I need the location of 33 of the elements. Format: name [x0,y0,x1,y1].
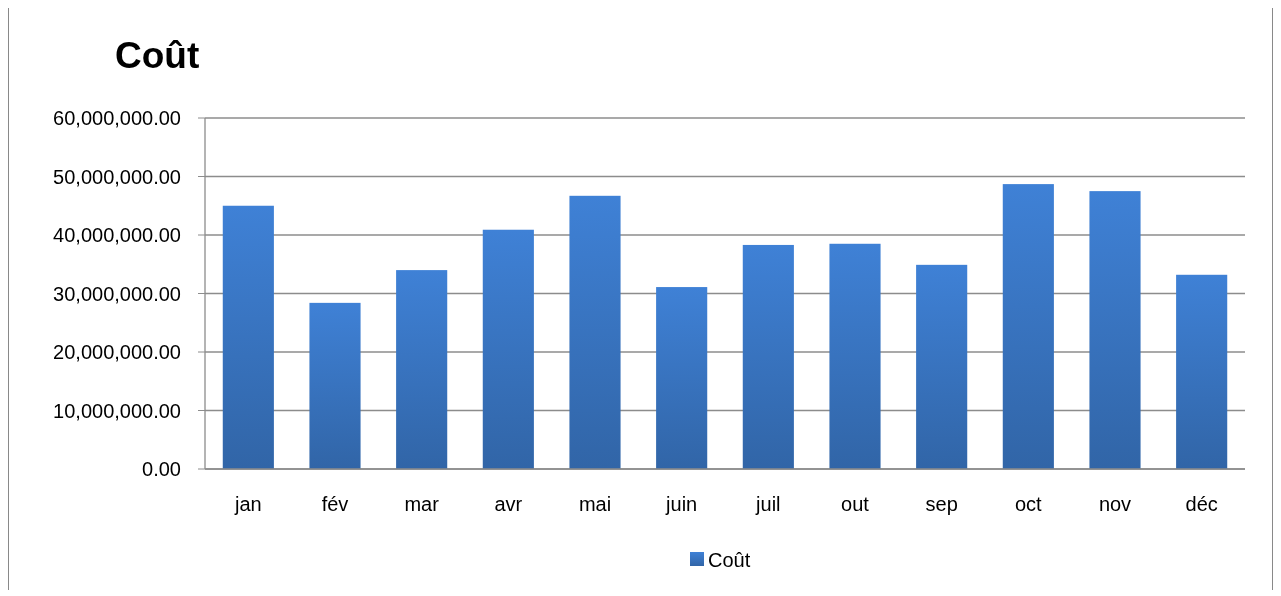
bar [482,229,534,469]
x-tick-label: nov [1098,493,1132,515]
x-tick-label: avr [494,493,523,515]
chart-title: Coût [115,35,200,76]
y-tick-label: 10,000,000.00 [53,399,181,422]
bar [656,287,708,469]
x-tick-label: oct [1014,493,1043,515]
y-tick-label: 60,000,000.00 [53,107,181,129]
x-tick-label: fév [321,493,349,515]
bar [569,195,621,469]
x-tick-label: juin [665,493,698,515]
y-tick-label: 30,000,000.00 [53,282,181,305]
bar [829,243,881,469]
x-tick-label: jan [233,493,262,515]
y-tick-label: 20,000,000.00 [53,341,181,363]
bar [916,264,968,469]
bar [396,270,448,469]
x-tick-label: mar [404,493,440,515]
legend-label: Coût [708,549,751,571]
x-tick-label: mai [578,493,612,515]
y-tick-label: 40,000,000.00 [53,224,181,246]
x-tick-label: out [841,493,870,515]
bar [742,244,794,469]
y-tick-label: 0.00 [142,458,181,480]
bar [309,302,361,469]
bar [1176,274,1228,469]
y-tick-label: 50,000,000.00 [53,165,181,188]
bar [1089,191,1141,469]
bar [1002,184,1054,469]
x-tick-label: déc [1185,493,1218,515]
x-tick-label: juil [755,493,781,515]
x-tick-label: sep [925,493,958,515]
bar [222,205,274,469]
